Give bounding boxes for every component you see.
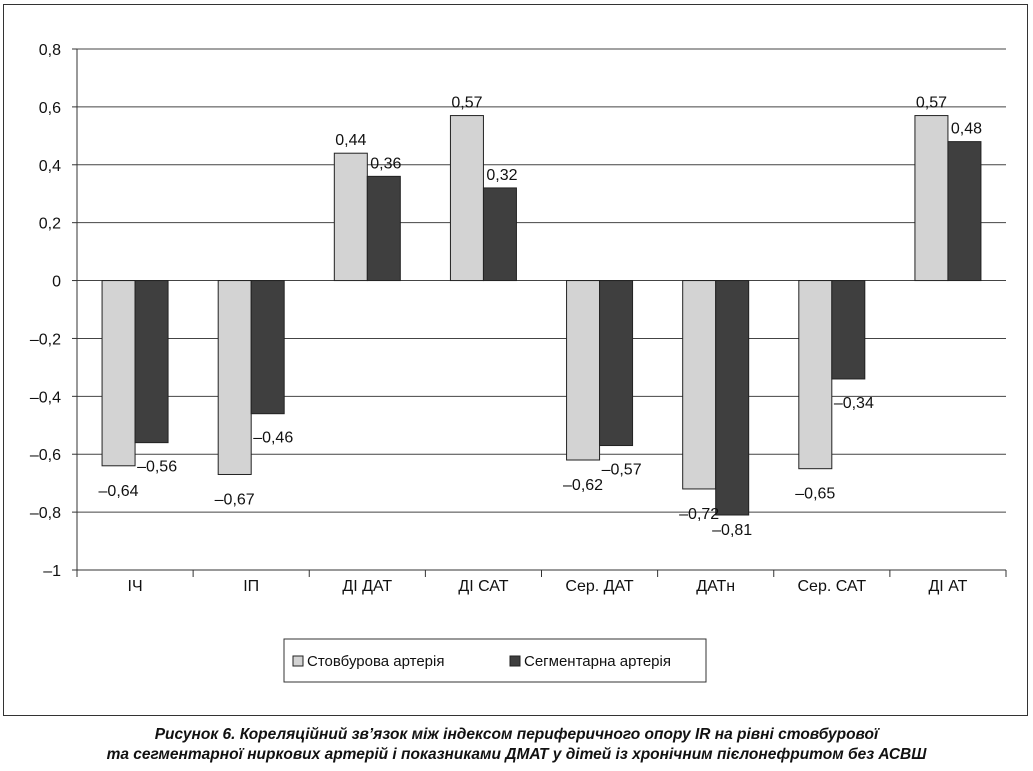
bar-chart: 0,8 0,6 0,4 0,2 0 –0,2 –0,4 –0,6 –0,8 –1 ІЧ ІП ДІ ДА… [30, 42, 1007, 683]
y-tick-label: 0,8 [39, 42, 61, 59]
data-label: –0,56 [137, 459, 177, 476]
bar-segment [134, 280, 169, 444]
bar-segment [366, 175, 401, 282]
bar-stem [682, 280, 717, 490]
gridlines [77, 48, 1006, 513]
bar-stem [449, 115, 484, 282]
legend-label-segment: Сегментарна артерія [524, 653, 671, 670]
data-label: 0,57 [916, 95, 947, 112]
data-label: 0,57 [451, 95, 482, 112]
bar-segment [831, 280, 866, 380]
data-label: 0,48 [951, 121, 982, 138]
bar-segment [715, 280, 750, 516]
data-label: –0,62 [563, 477, 603, 494]
legend-swatch-stem [292, 655, 304, 667]
y-tick-label: 0,6 [39, 100, 61, 117]
x-category-label: Сер. САТ [797, 578, 866, 595]
y-tick-label: 0,2 [39, 216, 61, 233]
data-label: –0,67 [215, 491, 255, 508]
x-category-label: Сер. ДАТ [565, 578, 634, 595]
x-category-label: ДІ САТ [458, 578, 508, 595]
legend-box [283, 638, 707, 683]
bar-stem [798, 280, 833, 470]
y-tick-label: –0,4 [30, 389, 61, 406]
data-label: –0,65 [795, 486, 835, 503]
x-category-label: ДІ ДАТ [342, 578, 392, 595]
data-label: –0,34 [834, 395, 874, 412]
x-category-label: ДАТн [696, 578, 735, 595]
y-tick-label: –1 [43, 563, 61, 580]
bar-segment [482, 187, 517, 282]
y-tick-label: –0,8 [30, 505, 61, 522]
x-category-label: ДІ АТ [928, 578, 967, 595]
legend: Стовбурова артерія Сегментарна артерія [283, 638, 707, 683]
y-tick-label: 0 [52, 274, 61, 291]
data-label: –0,46 [253, 430, 293, 447]
y-tick-label: 0,4 [39, 158, 61, 175]
bar-segment [599, 280, 634, 447]
chart-frame [3, 4, 1028, 716]
data-label: 0,44 [335, 132, 366, 149]
bar-segment [250, 280, 285, 415]
bars [101, 115, 982, 516]
data-label: –0,72 [679, 506, 719, 523]
data-label: –0,57 [602, 462, 642, 479]
bar-stem [914, 115, 949, 282]
x-category-label: ІЧ [128, 578, 143, 595]
data-label: 0,32 [486, 167, 517, 184]
legend-swatch-segment [509, 655, 521, 667]
data-label: –0,64 [99, 483, 139, 500]
caption-line-1: Рисунок 6. Кореляційний зв’язок між інде… [154, 726, 879, 743]
bar-stem [217, 280, 252, 475]
legend-label-stem: Стовбурова артерія [307, 653, 444, 670]
data-label: 0,36 [370, 155, 401, 172]
x-category-label: ІП [243, 578, 259, 595]
y-tick-label: –0,6 [30, 447, 61, 464]
figure-caption: Рисунок 6. Кореляційний зв’язок між інде… [0, 725, 1033, 765]
data-label: –0,81 [712, 522, 752, 539]
y-tick-label: –0,2 [30, 331, 61, 348]
labels: –0,64 –0,56 –0,67 –0,46 0,440,36 0,57 0,32 –0,6… [99, 95, 983, 539]
bar-stem [101, 280, 136, 467]
bar-stem [333, 152, 368, 282]
caption-line-2: та сегментарної ниркових артерій і показ… [106, 746, 927, 763]
axes: 0,8 0,6 0,4 0,2 0 –0,2 –0,4 –0,6 –0,8 –1 ІЧ ІП ДІ ДА… [30, 42, 1007, 595]
bar-stem [566, 280, 601, 461]
bar-segment [947, 141, 982, 282]
